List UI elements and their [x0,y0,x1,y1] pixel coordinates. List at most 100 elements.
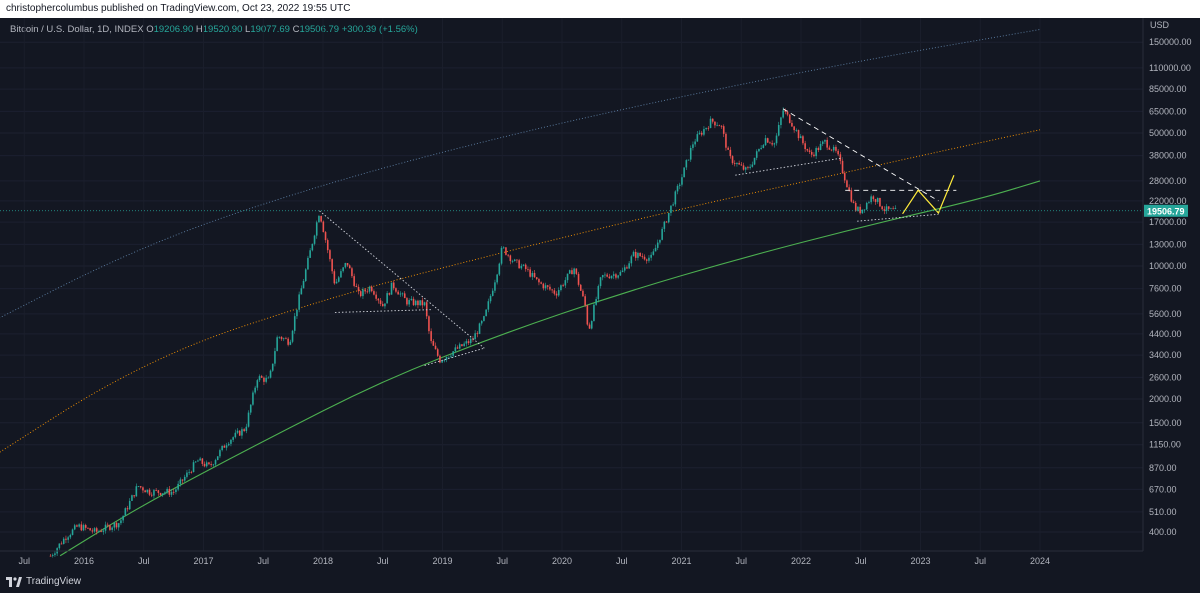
candle-body [863,209,866,211]
candle-body [212,464,215,466]
candle-body [681,177,683,185]
candle-body [150,494,153,496]
y-tick-label: 28000.00 [1149,176,1187,186]
candle-body [443,359,446,361]
candle-body [428,316,430,332]
candle-body [463,343,465,347]
candle-body [656,242,659,248]
candle-body [575,268,578,274]
candle-body [276,337,278,352]
candle-body [333,271,336,284]
candle-body [403,293,406,299]
candle-body [804,143,806,150]
candle-body [315,222,318,236]
candle-body [601,275,604,278]
low-value: 19077.69 [250,24,290,35]
time-axis[interactable]: Jul 2016 Jul 2017 Jul 2018 Jul 2019 Jul 2020 Jul 20… [0,550,1143,566]
channel-curves [0,29,1041,557]
candle-body [71,529,74,535]
candle-body [716,125,718,127]
candle-body [654,247,657,252]
candle-body [439,355,441,363]
candle-body [271,363,274,371]
candle-body [553,290,556,294]
candle-body [707,127,710,129]
tradingview-logo[interactable]: TradingView [6,576,81,587]
y-tick-label: 4400.00 [1149,329,1182,339]
candle-body [496,274,498,283]
candle-body [401,293,404,295]
candle-body [368,286,371,292]
candle-body [755,151,758,158]
y-tick-label: 2600.00 [1149,372,1182,382]
candle-body [535,277,538,280]
candle-body [329,250,331,260]
x-tick-label: 2021 [671,556,691,566]
publish-info: christophercolumbus published on Trading… [6,3,351,14]
candle-body [291,330,294,342]
candle-body [599,277,602,287]
y-tick-label: 7600.00 [1149,284,1182,294]
x-tick-label: Jul [616,556,628,566]
candle-body [507,254,509,256]
candle-body [753,157,756,165]
candle-body [311,243,314,251]
candle-body [111,527,113,530]
close-label: C [292,24,300,35]
candle-body [744,167,747,170]
candle-body [685,160,688,168]
candle-body [749,166,751,168]
candle-body [489,295,492,302]
candle-body [419,300,421,306]
candle-body [788,114,791,123]
candle-body [795,130,798,131]
candle-body [172,491,175,493]
candle-body [645,259,648,261]
candle-body [485,309,487,317]
y-tick-label: 110000.00 [1149,63,1191,73]
candle-body [696,134,699,142]
publisher-bar: christophercolumbus published on Trading… [0,0,1200,18]
candle-body [850,190,853,202]
candle-body [604,274,606,276]
candle-body [197,460,199,462]
candle-body [157,490,160,493]
candle-body [245,426,248,431]
price-chart[interactable]: USD 150000.00 110000.00 85000.00 65000.00 50… [0,18,1200,573]
candle-body [247,412,250,427]
y-tick-label: 870.00 [1149,463,1177,473]
candle-body [337,277,340,282]
close-value: 19506.79 [299,24,340,35]
x-tick-label: Jul [18,556,30,566]
candle-body [659,239,661,243]
candle-body [210,464,212,466]
candle-body [876,197,879,202]
candle-body [775,135,778,144]
candle-body [181,479,184,481]
candle-body [881,206,883,210]
candle-body [533,272,536,278]
candle-body [828,147,831,150]
x-tick-label: Jul [377,556,389,566]
candle-body [265,377,267,382]
y-tick-label: 1150.00 [1149,440,1181,450]
candle-body [687,159,690,161]
symbol-legend[interactable]: Bitcoin / U.S. Dollar, 1D, INDEX O19206.… [10,24,418,35]
candle-body [698,132,701,135]
y-tick-label: 2000.00 [1149,394,1182,404]
candle-body [615,274,617,278]
candle-body [230,439,232,444]
candle-body [205,462,208,467]
candle-body [414,300,417,306]
candle-body [584,296,586,306]
price-axis[interactable]: USD 150000.00 110000.00 85000.00 65000.00 50… [1142,18,1192,551]
candle-body [104,524,107,531]
last-price-marker: 19506.79 [0,204,1188,217]
candle-body [144,490,146,493]
candle-body [742,165,745,170]
candle-body [252,392,254,405]
candle-body [491,290,494,296]
candle-body [676,185,679,192]
candle-body [408,300,410,305]
y-tick-label: 3400.00 [1149,350,1182,360]
